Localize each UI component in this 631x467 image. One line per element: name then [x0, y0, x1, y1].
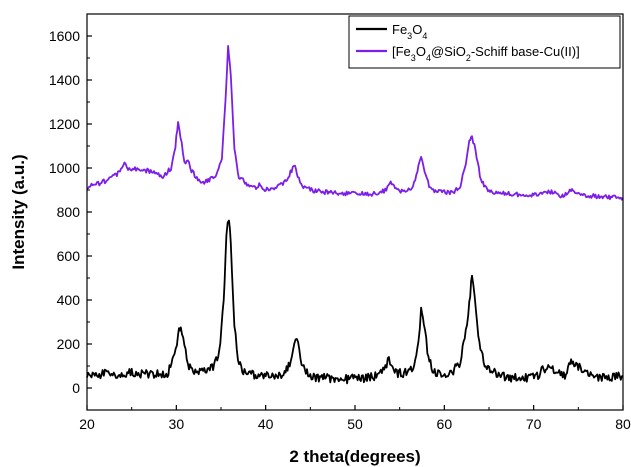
y-tick-label: 1200 — [49, 116, 80, 132]
series-layer — [86, 45, 624, 385]
legend: Fe3O4 [Fe3O4@SiO2-Schiff base-Cu(II)] — [348, 15, 621, 69]
y-tick-label: 1400 — [49, 72, 80, 88]
ticks-layer: 20 30 40 50 60 70 8002004006008001000120014001… — [49, 13, 631, 432]
y-tick-label: 1600 — [49, 28, 80, 44]
legend-entry-label: [Fe3O4@SiO2-Schiff base-Cu(II)] — [392, 44, 580, 63]
series-line-fe3o4-sio2-schiff-base-cu — [86, 45, 624, 201]
y-tick-label: 1000 — [49, 160, 80, 176]
y-tick-label: 200 — [57, 336, 81, 352]
y-tick-label: 400 — [57, 292, 81, 308]
x-tick-label: 50 — [347, 416, 363, 432]
x-tick-label: 70 — [526, 416, 542, 432]
x-tick-label: 30 — [169, 416, 185, 432]
x-tick-label: 40 — [258, 416, 274, 432]
x-axis-title: 2 theta(degrees) — [289, 447, 420, 466]
y-axis-title: Intensity (a.u.) — [9, 154, 28, 269]
y-tick-label: 800 — [57, 204, 81, 220]
y-tick-label: 600 — [57, 248, 81, 264]
x-tick-label: 20 — [79, 416, 95, 432]
y-tick-label: 0 — [72, 380, 80, 396]
legend-entry-label: Fe3O4 — [392, 22, 427, 41]
x-tick-label: 60 — [437, 416, 453, 432]
x-tick-label: 80 — [615, 416, 631, 432]
series-line-fe3o4 — [86, 219, 624, 385]
legend-box — [348, 15, 621, 69]
